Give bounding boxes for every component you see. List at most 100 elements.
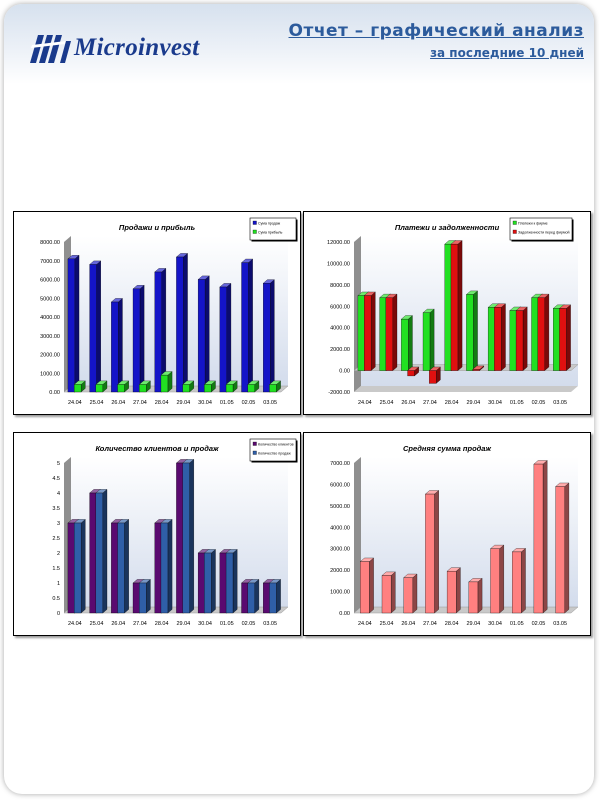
bar-1 [219,283,232,393]
bar-2 [160,371,173,393]
y-tick-label: 6000.00 [330,304,350,310]
x-tick-label: 25.04 [380,400,394,406]
bar-2 [138,380,151,393]
y-tick-label: 0.00 [339,611,350,617]
chart-legend: Количество клиентов Количество продаж [249,438,298,463]
bar-2 [269,380,282,393]
x-tick-label: 24.04 [358,400,372,406]
x-tick-label: 28.04 [155,400,169,406]
bar-2 [407,366,420,377]
x-tick-label: 03.05 [553,400,567,406]
bar-1 [466,290,478,371]
report-subtitle: за последние 10 дней [430,46,584,60]
average-sale-chart: 0.00 1000.00 2000.00 3000.00 4000.00 5000.00 6… [303,432,591,636]
chart-legend: Платежи к фирме Задолженности перед фирмо… [509,217,574,242]
legend-label: Сума прибыль [258,231,283,235]
x-tick-label: 01.05 [510,621,524,627]
bar-2 [247,380,260,393]
bar-2 [515,306,528,371]
y-tick-label: 8000.00 [330,283,350,289]
y-tick-label: 12000.00 [327,240,350,246]
legend-label: Количество продаж [258,452,291,456]
chart-title: Средняя сумма продаж [403,444,491,453]
bar-1 [400,315,413,371]
legend-label: Сума продаж [258,222,281,226]
y-tick-label: 10000.00 [327,261,350,267]
x-tick-label: 24.04 [358,621,372,627]
x-tick-label: 25.04 [380,621,394,627]
legend-swatch [512,220,517,225]
clients-sales-count-chart: 0 0.5 1 1.5 2 2.5 3 3.5 4 4.5 5 24.04 25.04 26.04 27.0… [13,432,301,636]
x-tick-label: 29.04 [176,621,190,627]
legend-label: Платежи к фирме [518,222,548,226]
bar-2 [269,579,282,614]
y-tick-label: 2000.00 [40,353,60,359]
bar-2 [472,365,485,371]
bar-1 [110,298,123,393]
legend-swatch [252,220,257,225]
x-tick-label: 25.04 [90,400,104,406]
x-tick-label: 28.04 [445,621,459,627]
bar-2 [95,380,108,393]
x-tick-label: 02.05 [242,621,256,627]
legend-label: Количество клиентов [258,443,294,447]
bar-2 [385,293,398,371]
bar-1 [490,544,505,614]
legend-swatch [252,441,257,446]
x-tick-label: 03.05 [263,400,277,406]
chart-title: Продажи и прибыль [119,223,196,232]
chart-svg: 0.00 1000.00 2000.00 3000.00 4000.00 5000.00 6… [330,444,579,627]
x-tick-label: 26.04 [401,621,415,627]
chart-title: Количество клиентов и продаж [95,444,219,453]
bar-2 [203,380,216,393]
y-tick-label: 7000.00 [330,461,350,467]
x-tick-label: 02.05 [242,400,256,406]
y-tick-label: 2000.00 [330,568,350,574]
y-tick-label: 5000.00 [40,296,60,302]
x-tick-label: 24.04 [68,621,82,627]
bar-1 [176,253,188,393]
y-tick-label: 3 [57,521,60,527]
bar-1 [511,548,526,614]
x-tick-label: 26.04 [111,621,125,627]
y-tick-label: 6000.00 [330,482,350,488]
bar-1 [359,557,375,614]
bar-1 [89,260,102,393]
y-tick-label: 2 [57,551,60,557]
x-tick-label: 01.05 [220,400,234,406]
x-tick-label: 29.04 [466,621,480,627]
legend-swatch [252,229,257,234]
x-tick-label: 27.04 [423,400,437,406]
y-tick-label: 4 [57,491,60,497]
y-tick-label: 5 [57,461,60,467]
bar-2 [493,303,506,371]
x-tick-label: 03.05 [553,621,567,627]
bar-1 [262,279,275,393]
y-tick-label: 3.5 [52,506,60,512]
x-tick-label: 01.05 [510,400,524,406]
x-tick-label: 30.04 [198,400,212,406]
y-tick-label: 0.00 [339,369,350,375]
legend-swatch [252,450,257,455]
x-tick-label: 28.04 [445,400,459,406]
y-tick-label: 4000.00 [40,315,60,321]
y-tick-label: 6000.00 [40,278,60,284]
bar-1 [403,573,418,614]
y-tick-label: 1000.00 [330,590,350,596]
x-tick-label: 25.04 [90,621,104,627]
y-tick-label: 1000.00 [40,371,60,377]
x-tick-label: 02.05 [532,400,546,406]
y-tick-label: 7000.00 [40,259,60,265]
chart-svg: -2000.00 0.00 2000.00 4000.00 6000.00 8000.00… [327,217,579,406]
payments-debts-chart: -2000.00 0.00 2000.00 4000.00 6000.00 8000.00… [303,211,591,415]
side-wall [354,457,361,613]
bar-2 [73,380,86,393]
y-tick-label: 0 [57,611,60,617]
bar-1 [424,490,440,614]
report-title: Отчет – графический анализ [288,21,584,41]
x-tick-label: 28.04 [155,621,169,627]
bar-1 [197,275,210,393]
bar-1 [67,254,80,393]
bar-2 [450,240,463,371]
bar-1 [468,578,483,614]
